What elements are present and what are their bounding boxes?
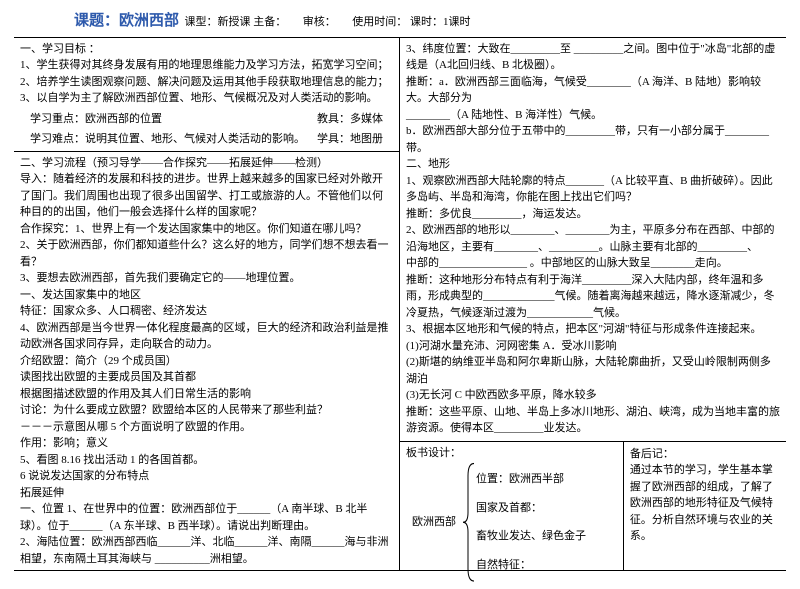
p-l18: 2、海陆位置：欧洲西部西临______洋、北临______洋、南隔______海… [20, 534, 393, 567]
p-l2: 合作探究：1、世界上有一个发达国家集中的地区。你们知道在哪儿吗？ [20, 221, 393, 238]
board-design: 板书设计： 欧洲西部 位置：欧洲西半部 国家及首都： [400, 442, 624, 571]
p-l17: 一、位置 1、在世界中的位置：欧洲西部位于______（A 南半球、B 北半球）… [20, 501, 393, 534]
p-l6: 特征：国家众多、人口稠密、经济发达 [20, 303, 393, 320]
board-title: 板书设计： [406, 445, 617, 462]
focus-text: 学习重点：欧洲西部的位置 [30, 111, 162, 128]
board-item-3: 自然特征： [476, 557, 586, 574]
obj-2: 2、培养学生读图观察问题、解决问题及运用其他手段获取地理信息的能力； [20, 74, 393, 91]
period-label: 课时： [410, 16, 443, 28]
material-text: 学具：地图册 [317, 131, 383, 148]
cell-objectives: 一、学习目标 ： 1、学生获得对其终身发展有用的地理思维能力及学习方法，拓宽学习… [14, 38, 400, 152]
p-l16: 拓展延伸 [20, 485, 393, 502]
r-l1: 3、纬度位置：大致在_________至 _________之间。图中位于"冰岛… [406, 41, 780, 74]
r-l8: 2、欧洲西部的地形以________、________为主，平原多分布在西部、中… [406, 222, 780, 255]
p-l4: 3、要想去欧洲西部，首先我们要确定它的——地理位置。 [20, 270, 393, 287]
tool-text: 教具：多媒体 [317, 111, 383, 128]
p-l9: 读图找出欧盟的主要成员国及其首都 [20, 369, 393, 386]
p-h: 二、学习流程（预习导学——合作探究——拓展延伸——检测） [20, 155, 393, 172]
time-label: 使用时间： [352, 16, 407, 28]
curly-brace-icon [462, 461, 476, 584]
r-l7: 推断：多优良_________，海运发达。 [406, 206, 780, 223]
editor-label: 主备： [253, 16, 286, 28]
board-item-0: 位置：欧洲西半部 [476, 471, 586, 488]
r-l15: 推断：这些平原、山地、半岛上多冰川地形、湖泊、峡湾，成为当地丰富的旅游资源。使得… [406, 404, 780, 437]
notes-title: 备后记： [630, 446, 780, 463]
r-l4: b．欧洲西部大部分位于五带中的_________带，只有一小部分属于______… [406, 123, 780, 156]
cell-bottom-right: 板书设计： 欧洲西部 位置：欧洲西半部 国家及首都： [400, 442, 786, 572]
p-l15: 6 说说发达国家的分布特点 [20, 468, 393, 485]
board-col-label: 欧洲西部 [412, 514, 456, 531]
r-l5: 二、地形 [406, 156, 780, 173]
p-l3: 2、关于欧洲西部，你们都知道些什么？这么好的地方，同学们想不想去看一看？ [20, 237, 393, 270]
p-l8: 介绍欧盟：简介（29 个成员国） [20, 353, 393, 370]
period-val: 1课时 [443, 16, 471, 28]
p-l10: 根据图描述欧盟的作用及其人们日常生活的影响 [20, 386, 393, 403]
p-l7: 4、欧洲西部是当今世界一体化程度最高的区域，巨大的经济和政治利益是推动欧洲各国求… [20, 320, 393, 353]
topic: 欧洲西部 [119, 13, 179, 29]
r-l2: 推断：a．欧洲西部三面临海，气候受________（A 海洋、B 陆地）影响较大… [406, 74, 780, 107]
r-l9: 中部的________________ 。中部地区的山脉大致呈________走… [406, 255, 780, 272]
obj-3: 3、以自学为主了解欧洲西部位置、地形、气候概况及对人类活动的影响。 [20, 90, 393, 107]
topic-label: 课题： [74, 13, 119, 29]
p-l14: 5、看图 8.16 找出活动 1 的各国首都。 [20, 452, 393, 469]
p-l5: 一、发达国家集中的地区 [20, 287, 393, 304]
r-l6: 1、观察欧洲西部大陆轮廓的特点_______（A 比较平直、B 曲折破碎）。因此… [406, 173, 780, 206]
r-l12: (1)河湖水量充沛、河网密集 A．受冰川影响 [406, 338, 780, 355]
type-val: 新授课 [218, 16, 251, 28]
cell-process: 二、学习流程（预习导学——合作探究——拓展延伸——检测） 导入：随着经济的发展和… [14, 152, 400, 572]
r-l10: 推断：这种地形分布特点有利于海洋_________深入大陆内部，终年温和多雨，形… [406, 272, 780, 322]
p-l12: －－－示意图从哪 5 个方面说明了欧盟的作用。 [20, 419, 393, 436]
p-l11: 讨论：为什么要成立欧盟？欧盟给本区的人民带来了那些利益？ [20, 402, 393, 419]
p-l13: 作用：影响；意义 [20, 435, 393, 452]
r-l13: (2)斯堪的纳维亚半岛和阿尔卑斯山脉，大陆轮廓曲折，又受山岭限制两侧多湖泊 [406, 354, 780, 387]
header: 课题：欧洲西部 课型：新授课 主备： 审核： 使用时间： 课时：1课时 [14, 10, 786, 38]
notes-body: 通过本节的学习，学生基本掌握了欧洲西部的组成，了解了欧洲西部的地形特征及气候特征… [630, 462, 780, 545]
board-item-1: 国家及首都： [476, 500, 586, 517]
r-l14: (3)无长河 C 中欧西欧多平原，降水较多 [406, 387, 780, 404]
main-grid: 一、学习目标 ： 1、学生获得对其终身发展有用的地理思维能力及学习方法，拓宽学习… [14, 38, 786, 572]
diff-text: 学习难点：说明其位置、地形、气候对人类活动的影响。 [30, 131, 305, 148]
cell-right-content: 3、纬度位置：大致在_________至 _________之间。图中位于"冰岛… [400, 38, 786, 442]
obj-1: 1、学生获得对其终身发展有用的地理思维能力及学习方法，拓宽学习空间； [20, 57, 393, 74]
p-l1: 导入：随着经济的发展和科技的进步。世界上越来越多的国家已经对外敞开了国门。我们周… [20, 171, 393, 221]
r-l11: 3、根据本区地形和气候的特点，把本区"河湖"特征与形成条件连接起来。 [406, 321, 780, 338]
obj-heading: 一、学习目标 ： [20, 41, 393, 58]
r-l3: ________（A 陆地性、B 海洋性）气候。 [406, 107, 780, 124]
post-notes: 备后记： 通过本节的学习，学生基本掌握了欧洲西部的组成，了解了欧洲西部的地形特征… [624, 442, 786, 571]
board-item-2: 畜牧业发达、绿色金子 [476, 528, 586, 545]
review-label: 审核： [303, 16, 336, 28]
type-label: 课型： [185, 16, 218, 28]
